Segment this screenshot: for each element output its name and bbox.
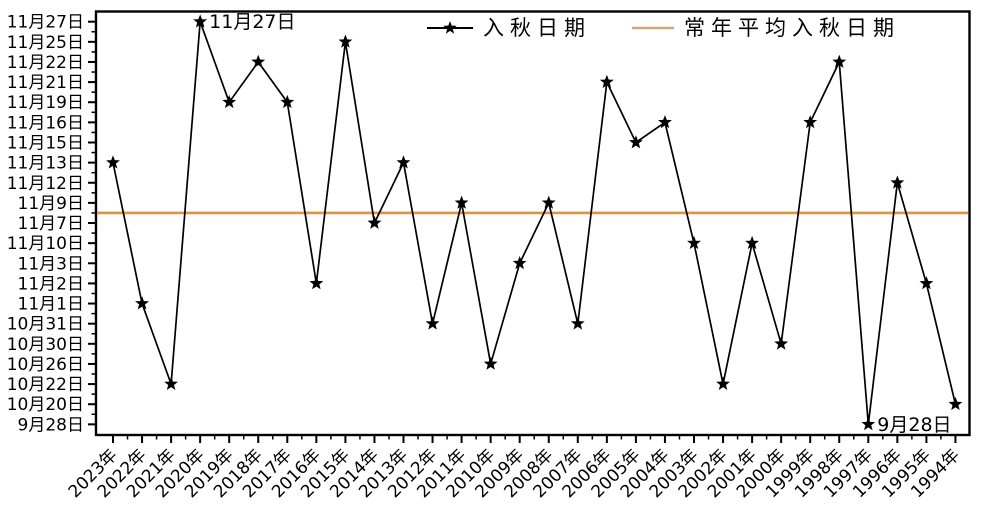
y-tick-label: 10月26日 [7,355,84,375]
legend-label-average-date: 常年平均入秋日期 [684,16,900,40]
legend-line-star-swatch [427,21,473,34]
data-point-star [135,296,149,310]
y-tick-label: 11月15日 [7,133,84,153]
y-tick-label: 10月20日 [7,395,84,415]
data-point-star [396,155,411,169]
data-point-star [570,316,585,330]
data-point-star [541,195,556,209]
legend-star-icon [443,21,457,34]
data-point-star [629,135,643,149]
y-tick-label: 11月19日 [7,93,84,113]
y-tick-label: 10月30日 [7,335,84,355]
y-tick-label: 11月27日 [7,13,84,33]
data-point-star [716,376,730,390]
data-point-star [803,115,818,129]
y-tick-label: 11月13日 [7,154,84,174]
annotation: 9月28日 [877,414,951,436]
legend-item-average-date: 常年平均入秋日期 [631,16,900,40]
legend-label-autumn-date: 入秋日期 [483,16,591,40]
data-point-star [193,14,208,28]
data-point-star [338,34,353,48]
data-point-star [483,356,498,370]
y-tick-label: 9月28日 [18,415,84,435]
data-point-star [280,94,295,109]
data-point-star [309,276,324,290]
data-point-star [774,336,789,350]
y-tick-label: 11月2日 [18,274,84,294]
y-tick-label: 11月22日 [7,53,84,73]
data-point-star [890,175,905,189]
data-point-star [832,54,847,68]
data-point-star [164,376,178,390]
data-point-star [599,74,614,88]
plot-frame [94,10,971,437]
y-tick-label: 11月1日 [18,295,84,315]
legend-line-swatch [632,26,674,30]
y-tick-label: 11月25日 [7,33,84,53]
y-tick-label: 11月21日 [7,73,84,93]
data-point-star [425,316,440,330]
autumn-date-line [112,21,957,425]
annotation: 11月27日 [209,11,295,33]
data-point-star [658,115,672,129]
data-point-star [919,276,934,290]
data-point-star [861,417,876,431]
data-point-star [687,235,701,250]
data-point-star [251,54,266,68]
data-point-star [745,235,759,250]
y-tick-label: 11月9日 [18,194,84,214]
y-tick-label: 10月22日 [7,375,84,395]
y-tick-label: 11月12日 [7,174,84,194]
data-point-star [454,195,469,209]
data-point-star [512,256,527,270]
data-point-star [948,396,963,411]
data-point-star [222,94,237,109]
y-tick-label: 11月3日 [18,254,84,274]
y-tick-label: 10月31日 [7,315,84,335]
data-point-star [106,155,120,169]
y-tick-label: 11月16日 [7,113,84,133]
data-point-star [367,215,382,229]
legend-item-autumn-date: 入秋日期 [426,16,591,40]
y-tick-label: 11月7日 [18,214,84,234]
y-tick-label: 11月10日 [7,234,84,254]
